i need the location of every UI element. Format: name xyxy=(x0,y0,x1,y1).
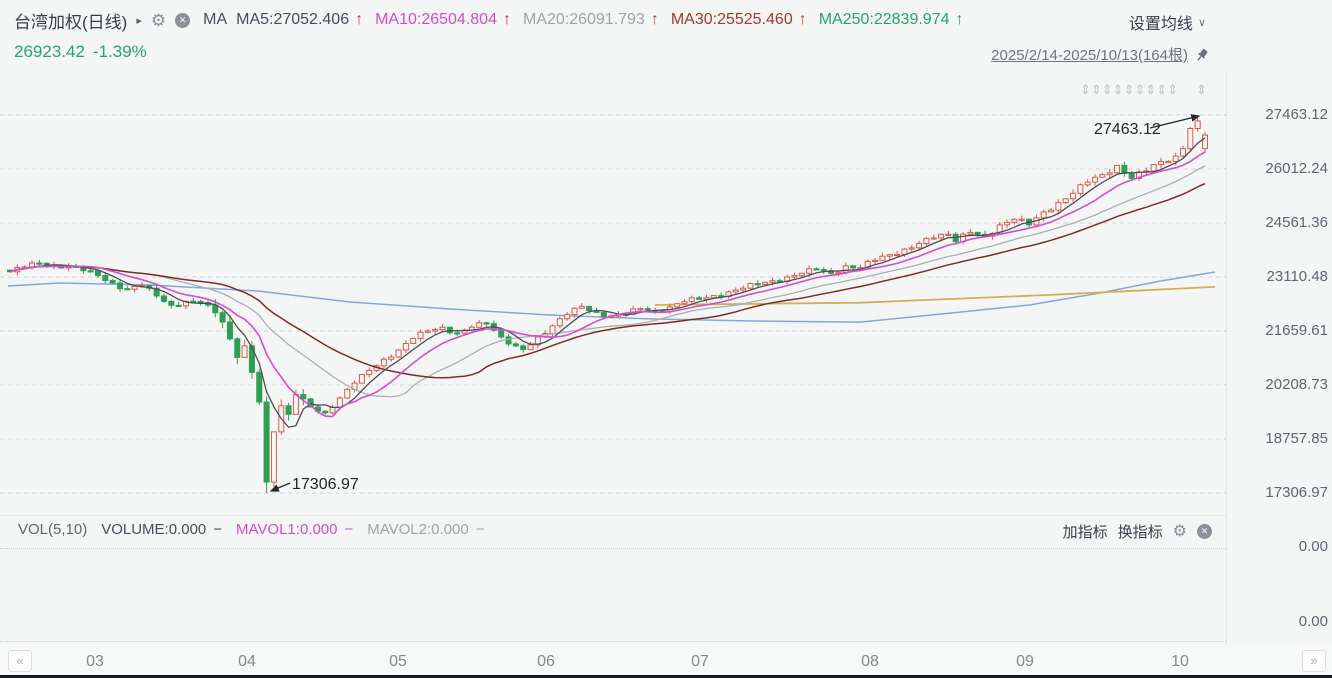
low-annotation: 17306.97 xyxy=(292,476,359,493)
expand-arrow-icon[interactable]: ▸ xyxy=(136,14,142,27)
ma-legend: MA5:27052.406 ↑ MA10:26504.804 ↑ MA20:26091.… xyxy=(236,11,963,29)
ma-indicator-label: MA xyxy=(203,11,228,28)
ma250-line xyxy=(654,286,1216,306)
symbol-title: 台湾加权(日线) xyxy=(14,12,128,32)
drag-handle-icon[interactable]: ⇕ xyxy=(1196,82,1207,97)
volume-legend-item: VOLUME:0.000− xyxy=(101,521,223,538)
y-axis-panel: 27463.12 26012.24 24561.36 23110.48 21659.61… xyxy=(1226,70,1332,645)
y-axis-label: 18757.85 xyxy=(1265,430,1328,447)
x-axis-month-label: 06 xyxy=(537,653,555,670)
long-term-blue-line xyxy=(7,271,1216,323)
close-x-glyph: ✕ xyxy=(178,14,187,25)
y-axis-label: 20208.73 xyxy=(1265,376,1328,393)
switch-indicator-button[interactable]: 换指标 xyxy=(1117,524,1163,541)
y-axis-label: 27463.12 xyxy=(1265,106,1328,123)
scroll-right-button[interactable]: » xyxy=(1302,650,1326,672)
y-axis-label: 21659.61 xyxy=(1265,322,1328,339)
x-axis-month-label: 07 xyxy=(691,653,709,670)
pane-divider xyxy=(0,515,1226,516)
ma20-line xyxy=(9,165,1206,398)
up-arrow-icon: ↑ xyxy=(650,11,659,28)
price-summary: 26923.42 -1.39% xyxy=(14,42,147,62)
up-arrow-icon: ↑ xyxy=(955,11,964,28)
ma-legend-item: MA250:22839.974 ↑ xyxy=(818,11,964,28)
high-annotation: 27463.12 xyxy=(1094,121,1161,138)
candles xyxy=(7,115,1208,493)
change-percent: -1.39% xyxy=(92,42,147,61)
price-chart[interactable]: 27463.12 17306.97 xyxy=(0,70,1226,515)
volume-axis-label: 0.00 xyxy=(1298,538,1328,555)
volume-axis-label: 0.00 xyxy=(1298,613,1328,630)
x-axis-month-label: 09 xyxy=(1016,653,1034,670)
ma10-line xyxy=(9,151,1206,418)
x-axis-bar: « 03 04 05 06 07 08 09 10 » xyxy=(0,645,1332,675)
x-axis-month-label: 05 xyxy=(389,653,407,670)
x-axis-month-label: 10 xyxy=(1171,653,1189,670)
ma-legend-item: MA20:26091.793 ↑ xyxy=(522,11,659,28)
annotations: 27463.12 17306.97 xyxy=(269,114,1201,493)
close-icon[interactable]: ✕ xyxy=(175,12,191,28)
last-price: 26923.42 xyxy=(14,42,85,61)
x-axis-month-label: 04 xyxy=(238,653,256,670)
date-range-link[interactable]: 2025/2/14-2025/10/13(164根) xyxy=(991,47,1188,64)
x-axis-month-label: 08 xyxy=(861,653,879,670)
up-arrow-icon: ↑ xyxy=(502,11,511,28)
ma-legend-item: MA30:25525.460 ↑ xyxy=(670,11,807,28)
volume-legend: VOLUME:0.000− MAVOL1:0.000− MAVOL2:0.000− xyxy=(101,521,484,538)
volume-pane-bottom-border xyxy=(0,641,1226,642)
pin-icon[interactable] xyxy=(1194,47,1210,63)
gear-icon[interactable]: ⚙ xyxy=(150,10,167,30)
close-x-glyph: ✕ xyxy=(1200,526,1209,536)
add-indicator-button[interactable]: 加指标 xyxy=(1062,524,1108,541)
y-axis-label: 23110.48 xyxy=(1266,268,1328,285)
chart-header: 台湾加权(日线) ▸ ⚙ ✕ MA MA5:27052.406 ↑ MA10:265… xyxy=(14,8,964,32)
ma-legend-item: MA5:27052.406 ↑ xyxy=(236,11,364,28)
date-range-group: 2025/2/14-2025/10/13(164根) xyxy=(991,44,1210,65)
ma30-line xyxy=(9,182,1206,379)
y-axis-label: 26012.24 xyxy=(1265,160,1328,177)
y-axis-label: 24561.36 xyxy=(1265,214,1328,231)
volume-legend-item: MAVOL2:0.000− xyxy=(367,521,485,538)
candle-width-handles[interactable]: ⇕⇕⇕⇕⇕⇕⇕⇕⇕ xyxy=(1080,82,1179,97)
ma-settings-label: 设置均线 xyxy=(1128,16,1193,33)
volume-pane-top-border xyxy=(0,548,1226,549)
ma-legend-item: MA10:26504.804 ↑ xyxy=(375,11,511,28)
scroll-left-button[interactable]: « xyxy=(8,650,32,672)
ma-settings-button[interactable]: 设置均线 ∨ xyxy=(1129,10,1206,34)
up-arrow-icon: ↑ xyxy=(355,11,364,28)
window-bottom-edge xyxy=(0,675,1332,678)
x-axis-month-label: 03 xyxy=(86,653,104,670)
close-icon[interactable]: ✕ xyxy=(1197,524,1212,539)
ma5-line xyxy=(9,137,1206,428)
volume-toolbar: 加指标 换指标 ⚙ ✕ xyxy=(1063,521,1212,542)
gear-icon[interactable]: ⚙ xyxy=(1172,522,1187,540)
chevron-down-icon: ∨ xyxy=(1197,16,1206,29)
volume-legend-item: MAVOL1:0.000− xyxy=(236,521,354,538)
up-arrow-icon: ↑ xyxy=(798,11,807,28)
volume-header: VOL(5,10) VOLUME:0.000− MAVOL1:0.000− MAVO… xyxy=(18,521,484,538)
y-axis-label: 17306.97 xyxy=(1265,484,1328,501)
vol-indicator-label: VOL(5,10) xyxy=(18,521,88,538)
